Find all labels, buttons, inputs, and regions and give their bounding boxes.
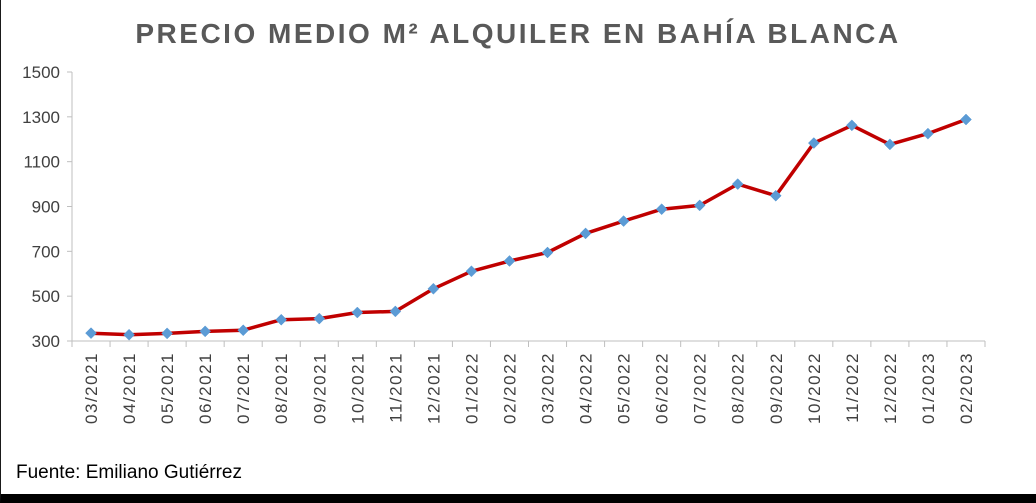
data-point-marker [389, 305, 402, 318]
x-tick-label: 10/2022 [805, 352, 824, 424]
x-tick-label: 09/2022 [767, 352, 786, 424]
data-point-marker [884, 138, 896, 151]
data-point-marker [123, 328, 135, 341]
x-tick-label: 10/2021 [348, 352, 367, 424]
data-point-marker [503, 255, 516, 267]
series-line [89, 117, 968, 337]
series-layer [85, 113, 972, 341]
y-tick-label: 300 [32, 332, 60, 351]
data-point-marker [351, 306, 364, 319]
y-axis-ticks: 300 500 700 900 1100 1300 1500 [22, 63, 72, 351]
data-point-marker [617, 215, 630, 227]
data-point-marker [85, 327, 97, 340]
chart-title: PRECIO MEDIO M² ALQUILER EN BAHÍA BLANCA [135, 18, 901, 49]
data-point-marker [960, 113, 972, 126]
x-tick-label: 07/2022 [691, 352, 710, 424]
data-point-marker [655, 203, 668, 216]
data-point-marker [275, 313, 288, 326]
data-point-marker [769, 189, 782, 202]
x-tick-label: 03/2021 [82, 352, 101, 424]
data-point-marker [161, 327, 173, 340]
x-tick-label: 11/2021 [386, 352, 405, 423]
data-point-marker [427, 282, 440, 295]
y-tick-label: 900 [32, 198, 60, 217]
y-tick-label: 1100 [23, 153, 60, 172]
x-tick-label: 09/2021 [310, 352, 329, 424]
x-tick-label: 01/2022 [462, 352, 481, 424]
source-note: Fuente: Emiliano Gutiérrez [16, 462, 242, 483]
x-tick-label: 12/2021 [424, 352, 443, 424]
x-tick-label: 05/2022 [615, 352, 634, 424]
data-point-marker [807, 137, 820, 149]
data-point-marker [693, 199, 706, 212]
x-axis-ticks: 03/2021 04/2021 05/2021 06/2021 07/2021 08/20… [71, 341, 986, 424]
data-point-marker [579, 227, 592, 240]
data-point-marker [541, 246, 554, 259]
x-tick-label: 01/2023 [919, 352, 938, 424]
data-point-marker [922, 127, 934, 140]
chart-axes [71, 72, 985, 342]
x-tick-label: 04/2022 [577, 352, 596, 424]
data-point-marker [237, 324, 250, 337]
x-tick-label: 11/2022 [843, 352, 862, 423]
x-tick-label: 08/2022 [729, 352, 748, 424]
x-tick-label: 07/2021 [234, 352, 253, 424]
x-tick-label: 02/2022 [500, 352, 519, 424]
data-point-marker [846, 119, 858, 132]
x-tick-label: 06/2022 [653, 352, 672, 424]
x-tick-label: 08/2021 [272, 352, 291, 424]
x-tick-label: 03/2022 [539, 352, 558, 424]
data-point-marker [465, 265, 478, 278]
data-point-marker [731, 178, 744, 190]
x-tick-label: 04/2021 [120, 352, 139, 424]
y-tick-label: 500 [32, 287, 60, 306]
y-tick-label: 1500 [22, 63, 60, 82]
y-tick-label: 700 [32, 242, 60, 261]
x-tick-label: 02/2023 [957, 352, 976, 424]
x-tick-label: 12/2022 [881, 352, 900, 424]
data-point-marker [199, 325, 211, 338]
y-tick-label: 1300 [22, 108, 60, 127]
x-tick-label: 05/2021 [158, 352, 177, 424]
data-point-marker [313, 312, 326, 325]
x-tick-label: 06/2021 [196, 352, 215, 424]
